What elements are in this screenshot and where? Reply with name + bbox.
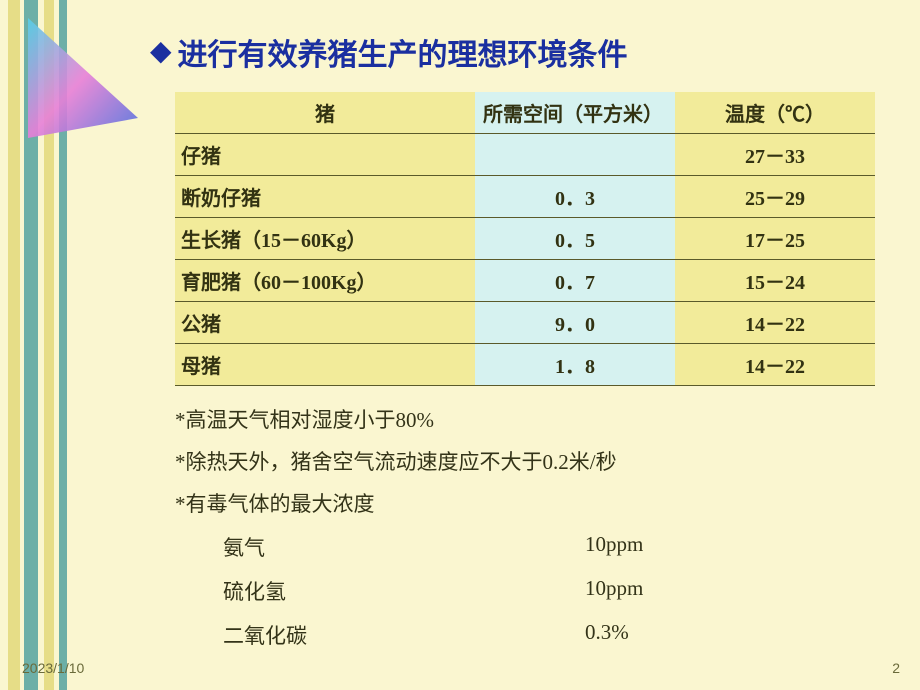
footer-page-number: 2 [892, 660, 900, 676]
gas-row: 氨气10ppm [175, 532, 875, 562]
note-line: *高温天气相对湿度小于80% [175, 404, 875, 434]
table-header: 所需空间（平方米） [475, 92, 675, 134]
table-cell: 27－33 [675, 134, 875, 176]
gas-row: 硫化氢10ppm [175, 576, 875, 606]
table-cell: 14－22 [675, 302, 875, 344]
table-cell: 0．7 [475, 260, 675, 302]
table-header: 猪 [175, 92, 475, 134]
table-cell: 1．8 [475, 344, 675, 386]
table-cell: 17－25 [675, 218, 875, 260]
slide-title: ◆ 进行有效养猪生产的理想环境条件 [150, 30, 895, 74]
table-header: 温度（℃） [675, 92, 875, 134]
table-cell: 育肥猪（60－100Kg） [175, 260, 475, 302]
table-cell: 生长猪（15－60Kg） [175, 218, 475, 260]
note-line: *有毒气体的最大浓度 [175, 488, 875, 518]
gas-value: 0.3% [585, 620, 629, 650]
table-cell: 仔猪 [175, 134, 475, 176]
table-cell: 9．0 [475, 302, 675, 344]
gas-value: 10ppm [585, 532, 643, 562]
table-cell [475, 134, 675, 176]
table-cell: 0．5 [475, 218, 675, 260]
gas-value: 10ppm [585, 576, 643, 606]
table-cell: 公猪 [175, 302, 475, 344]
table-cell: 0．3 [475, 176, 675, 218]
note-line: *除热天外，猪舍空气流动速度应不大于0.2米/秒 [175, 446, 875, 476]
title-bullet-icon: ◆ [150, 38, 172, 66]
table-cell: 断奶仔猪 [175, 176, 475, 218]
table-row: 生长猪（15－60Kg）0．517－25 [175, 218, 875, 260]
table-row: 断奶仔猪0．325－29 [175, 176, 875, 218]
footer-date: 2023/1/10 [22, 660, 84, 676]
table-row: 育肥猪（60－100Kg）0．715－24 [175, 260, 875, 302]
gas-label: 硫化氢 [175, 576, 585, 606]
slide-decor [0, 0, 150, 690]
table-cell: 15－24 [675, 260, 875, 302]
notes-block: *高温天气相对湿度小于80% *除热天外，猪舍空气流动速度应不大于0.2米/秒 *有… [175, 404, 875, 650]
table-row: 母猪1．814－22 [175, 344, 875, 386]
table-cell: 14－22 [675, 344, 875, 386]
table-row: 仔猪 27－33 [175, 134, 875, 176]
title-text: 进行有效养猪生产的理想环境条件 [178, 30, 628, 74]
gas-row: 二氧化碳0.3% [175, 620, 875, 650]
gas-label: 二氧化碳 [175, 620, 585, 650]
gas-label: 氨气 [175, 532, 585, 562]
environment-table: 猪所需空间（平方米）温度（℃） 仔猪27－33断奶仔猪0．325－29生长猪（1… [175, 92, 875, 386]
table-row: 公猪9．014－22 [175, 302, 875, 344]
table-cell: 母猪 [175, 344, 475, 386]
table-cell: 25－29 [675, 176, 875, 218]
